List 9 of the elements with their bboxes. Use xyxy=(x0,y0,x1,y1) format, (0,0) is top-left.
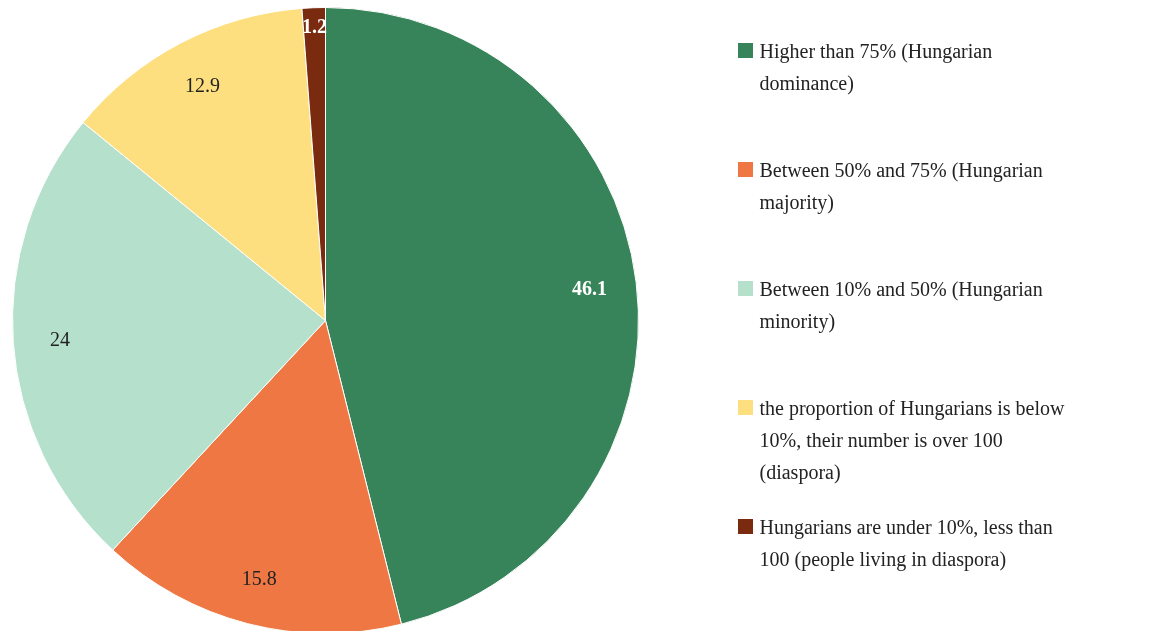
data-label: 12.9 xyxy=(184,73,220,96)
legend-label: Higher than 75% (Hungarian dominance) xyxy=(759,39,993,95)
legend-label: Between 50% and 75% (Hungarian majority) xyxy=(759,158,1043,214)
legend-label: the proportion of Hungarians is below 10%, their number is over 100 (diaspora) xyxy=(759,396,1065,484)
data-label: 46.1 xyxy=(572,276,608,299)
data-label: 24 xyxy=(50,327,71,350)
legend-label: Between 10% and 50% (Hungarian minority) xyxy=(759,277,1043,333)
legend-label: Hungarians are under 10%, less than 100 (people living in diaspora) xyxy=(759,515,1053,571)
data-label: 15.8 xyxy=(241,567,277,590)
